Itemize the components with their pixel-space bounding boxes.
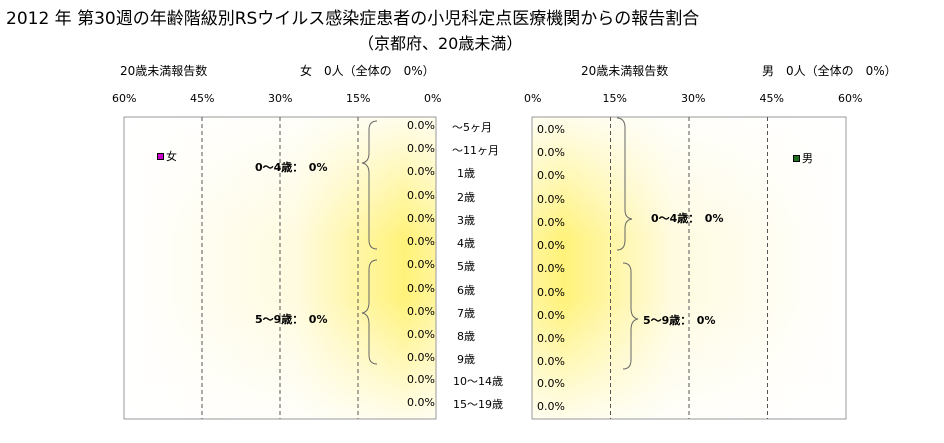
left-tick-label: 30% — [268, 92, 293, 105]
data-label-male: 0.0% — [537, 146, 565, 160]
left-tick-label: 60% — [112, 92, 137, 105]
data-label-female: 0.0% — [407, 395, 435, 409]
right-tick-label: 0% — [524, 92, 542, 105]
right-tick-label: 45% — [759, 92, 784, 105]
category-label: 8歳 — [457, 330, 475, 344]
right-group-label-0-4: 0～4歳： 0% — [651, 212, 724, 225]
right-tick-label: 60% — [838, 92, 863, 105]
brace-right-0-4 — [616, 117, 633, 251]
legend-female-swatch — [157, 153, 164, 160]
left-total: 女 0人（全体の 0%） — [300, 64, 435, 78]
left-tick-label: 0% — [424, 92, 442, 105]
right-tick-label: 15% — [602, 92, 627, 105]
category-label: ～11ヶ月 — [452, 144, 499, 158]
data-label-male: 0.0% — [537, 355, 565, 369]
data-label-male: 0.0% — [537, 285, 565, 299]
data-label-male: 0.0% — [537, 215, 565, 229]
data-label-female: 0.0% — [407, 211, 435, 225]
category-label: 7歳 — [457, 306, 475, 320]
category-label: 9歳 — [457, 353, 475, 367]
legend-male-swatch — [793, 155, 800, 162]
right-tick-label: 30% — [681, 92, 706, 105]
data-label-male: 0.0% — [537, 376, 565, 390]
chart-title: 2012 年 第30週の年齢階級別RSウイルス感染症患者の小児科定点医療機関から… — [6, 9, 700, 29]
brace-left-0-4 — [361, 120, 378, 250]
right-total: 男 0人（全体の 0%） — [762, 64, 897, 78]
left-gridlines — [201, 117, 359, 419]
data-label-female: 0.0% — [407, 372, 435, 386]
brace-right-5-9 — [622, 262, 639, 370]
right-gridlines — [610, 117, 768, 419]
data-label-male: 0.0% — [537, 399, 565, 413]
legend-female: 女 — [166, 150, 177, 163]
left-count-label: 20歳未満報告数 — [120, 64, 208, 78]
data-label-male: 0.0% — [537, 123, 565, 136]
category-label: ～5ヶ月 — [452, 121, 492, 134]
data-label-female: 0.0% — [407, 142, 435, 156]
data-label-female: 0.0% — [407, 235, 435, 249]
category-label: 2歳 — [457, 190, 475, 204]
category-label: 1歳 — [457, 167, 475, 181]
category-label: 4歳 — [457, 237, 475, 251]
data-label-female: 0.0% — [407, 165, 435, 179]
data-label-male: 0.0% — [537, 308, 565, 322]
data-label-female: 0.0% — [407, 328, 435, 342]
legend-male: 男 — [802, 152, 813, 165]
left-group-label-5-9: 5～9歳： 0% — [255, 313, 328, 326]
data-label-female: 0.0% — [407, 119, 435, 132]
left-tick-label: 15% — [346, 92, 371, 105]
left-tick-label: 45% — [190, 92, 215, 105]
left-group-label-0-4: 0～4歳： 0% — [255, 161, 328, 174]
data-label-female: 0.0% — [407, 258, 435, 272]
right-group-label-5-9: 5～9歳： 0% — [643, 314, 716, 327]
data-label-male: 0.0% — [537, 262, 565, 276]
category-label: 5歳 — [457, 260, 475, 274]
data-label-female: 0.0% — [407, 188, 435, 202]
data-label-female: 0.0% — [407, 304, 435, 318]
chart-subtitle: （京都府、20歳未満） — [358, 34, 523, 53]
data-label-male: 0.0% — [537, 192, 565, 206]
right-count-label: 20歳未満報告数 — [581, 64, 669, 78]
data-label-female: 0.0% — [407, 281, 435, 295]
data-label-male: 0.0% — [537, 332, 565, 346]
brace-left-5-9 — [361, 259, 378, 365]
category-label: 15～19歳 — [453, 397, 503, 411]
category-label: 3歳 — [457, 213, 475, 227]
category-label: 6歳 — [457, 283, 475, 297]
data-label-male: 0.0% — [537, 169, 565, 183]
category-label: 10～14歳 — [453, 374, 503, 388]
data-label-male: 0.0% — [537, 239, 565, 253]
data-label-female: 0.0% — [407, 351, 435, 365]
